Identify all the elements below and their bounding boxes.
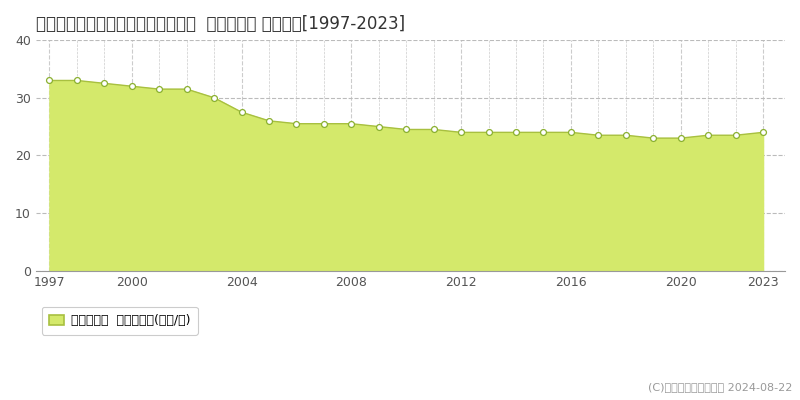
Point bbox=[373, 123, 386, 130]
Text: (C)土地価格ドットコム 2024-08-22: (C)土地価格ドットコム 2024-08-22 bbox=[648, 382, 792, 392]
Point bbox=[592, 132, 605, 138]
Point bbox=[729, 132, 742, 138]
Point bbox=[70, 77, 83, 84]
Point bbox=[180, 86, 193, 92]
Point bbox=[647, 135, 660, 141]
Point bbox=[126, 83, 138, 90]
Text: 愛知県豊川市白鳥町下郷中６７番５  基準地価格 地価推移[1997-2023]: 愛知県豊川市白鳥町下郷中６７番５ 基準地価格 地価推移[1997-2023] bbox=[36, 15, 405, 33]
Point bbox=[482, 129, 495, 136]
Point bbox=[98, 80, 110, 86]
Point bbox=[757, 129, 770, 136]
Point bbox=[208, 94, 221, 101]
Point bbox=[454, 129, 467, 136]
Point bbox=[235, 109, 248, 115]
Legend: 基準地価格  平均坪単価(万円/坪): 基準地価格 平均坪単価(万円/坪) bbox=[42, 307, 198, 335]
Point bbox=[400, 126, 413, 133]
Point bbox=[43, 77, 56, 84]
Point bbox=[153, 86, 166, 92]
Point bbox=[537, 129, 550, 136]
Point bbox=[619, 132, 632, 138]
Point bbox=[510, 129, 522, 136]
Point bbox=[565, 129, 578, 136]
Point bbox=[290, 120, 303, 127]
Point bbox=[345, 120, 358, 127]
Point bbox=[262, 118, 275, 124]
Point bbox=[674, 135, 687, 141]
Point bbox=[427, 126, 440, 133]
Point bbox=[702, 132, 714, 138]
Point bbox=[318, 120, 330, 127]
